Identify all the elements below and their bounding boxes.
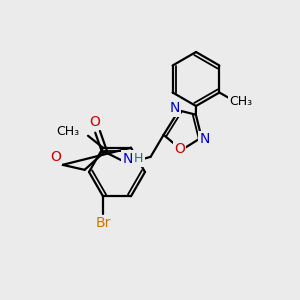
Text: CH₃: CH₃	[56, 125, 79, 138]
Text: H: H	[134, 152, 143, 165]
Text: N: N	[122, 152, 133, 166]
Text: N: N	[200, 133, 210, 146]
Text: CH₃: CH₃	[229, 95, 252, 108]
Text: O: O	[89, 115, 100, 129]
Text: O: O	[174, 142, 185, 156]
Text: Br: Br	[95, 216, 111, 230]
Text: N: N	[170, 101, 180, 116]
Text: O: O	[50, 150, 61, 164]
